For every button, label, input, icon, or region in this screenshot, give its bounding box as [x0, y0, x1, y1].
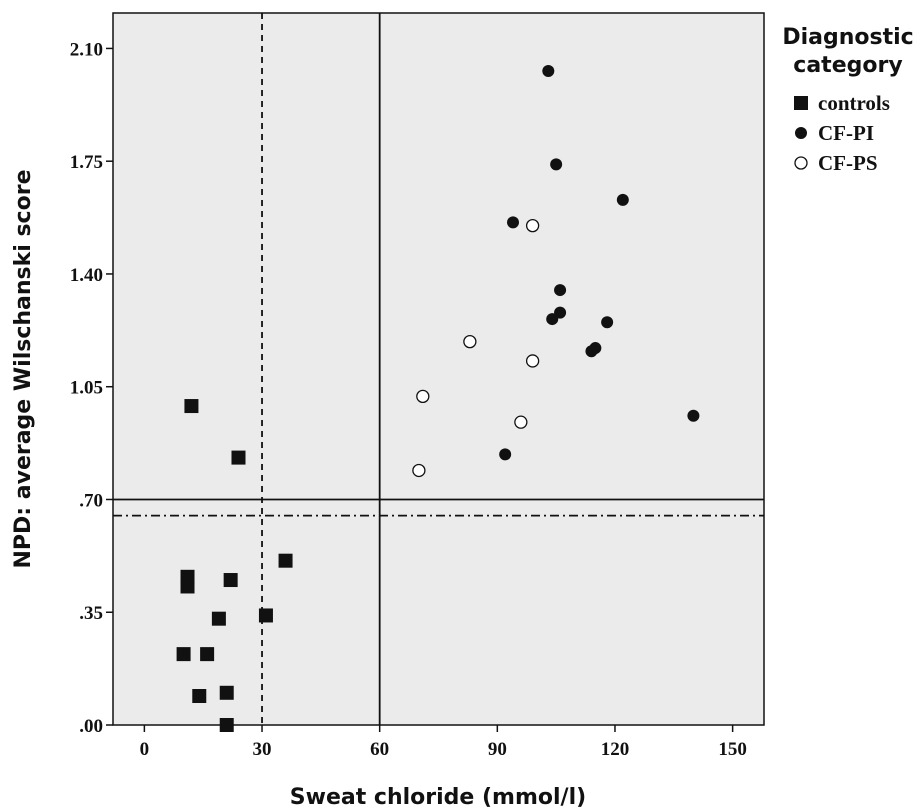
point-controls [184, 399, 199, 414]
point-controls [258, 608, 273, 623]
legend-marker-controls [794, 96, 808, 110]
point-cf-pi [616, 193, 629, 206]
plot-border [112, 12, 765, 726]
x-tick-label: 0 [140, 739, 150, 760]
reference-lines [113, 13, 764, 725]
y-tick-label: .35 [79, 603, 103, 624]
point-cf-pi [507, 216, 520, 229]
legend-marker-cf-pi [795, 127, 807, 139]
y-tick-label: .70 [79, 490, 103, 511]
legend-title-line-2: category [793, 53, 902, 78]
point-cf-pi [550, 158, 563, 171]
point-controls [200, 647, 215, 662]
point-controls [211, 611, 226, 626]
point-cf-ps [525, 354, 540, 368]
point-cf-ps [463, 334, 477, 349]
point-controls [219, 685, 234, 700]
y-axis: .00 .35 .70 1.05 1.40 1.75 2.10 [70, 39, 113, 737]
legend-entries: controls CF-PI CF-PS [794, 91, 890, 175]
point-cf-pi [585, 345, 598, 358]
point-controls [278, 553, 293, 568]
point-cf-ps [412, 463, 426, 478]
point-controls [231, 450, 246, 465]
point-controls [192, 689, 207, 704]
point-cf-pi [687, 409, 700, 422]
x-tick-label: 30 [253, 739, 272, 760]
point-cf-pi [542, 64, 555, 77]
legend-marker-cf-ps [794, 156, 808, 170]
x-tick-label: 60 [370, 739, 389, 760]
y-axis-title: NPD: average Wilschanski score [11, 170, 36, 569]
x-tick-label: 150 [718, 739, 747, 760]
point-controls [219, 718, 234, 732]
legend-label-cf-pi: CF-PI [818, 121, 874, 145]
legend: Diagnostic category controls CF-PI CF-PS [782, 25, 913, 175]
x-tick-label: 90 [488, 739, 507, 760]
y-tick-label: .00 [79, 716, 103, 737]
legend-label-cf-ps: CF-PS [818, 151, 878, 175]
point-cf-ps [514, 415, 528, 429]
point-cf-pi [601, 316, 614, 329]
plot-area [113, 13, 764, 725]
y-tick-label: 2.10 [70, 39, 103, 60]
point-cf-ps [416, 389, 430, 404]
point-controls [223, 573, 238, 588]
point-cf-pi [546, 313, 559, 326]
point-cf-pi [554, 284, 567, 297]
point-cf-pi [499, 448, 512, 461]
y-tick-label: 1.40 [70, 265, 103, 286]
x-tick-label: 120 [601, 739, 630, 760]
data-points [176, 64, 700, 732]
point-controls [180, 579, 195, 594]
y-tick-label: 1.75 [70, 152, 103, 173]
legend-title-line-1: Diagnostic [782, 25, 913, 50]
y-tick-label: 1.05 [70, 378, 103, 399]
x-axis: 0 30 60 90 120 150 [140, 725, 747, 760]
point-controls [176, 647, 191, 662]
legend-label-controls: controls [818, 91, 890, 115]
point-cf-ps [525, 218, 540, 233]
x-axis-title: Sweat chloride (mmol/l) [290, 785, 586, 808]
